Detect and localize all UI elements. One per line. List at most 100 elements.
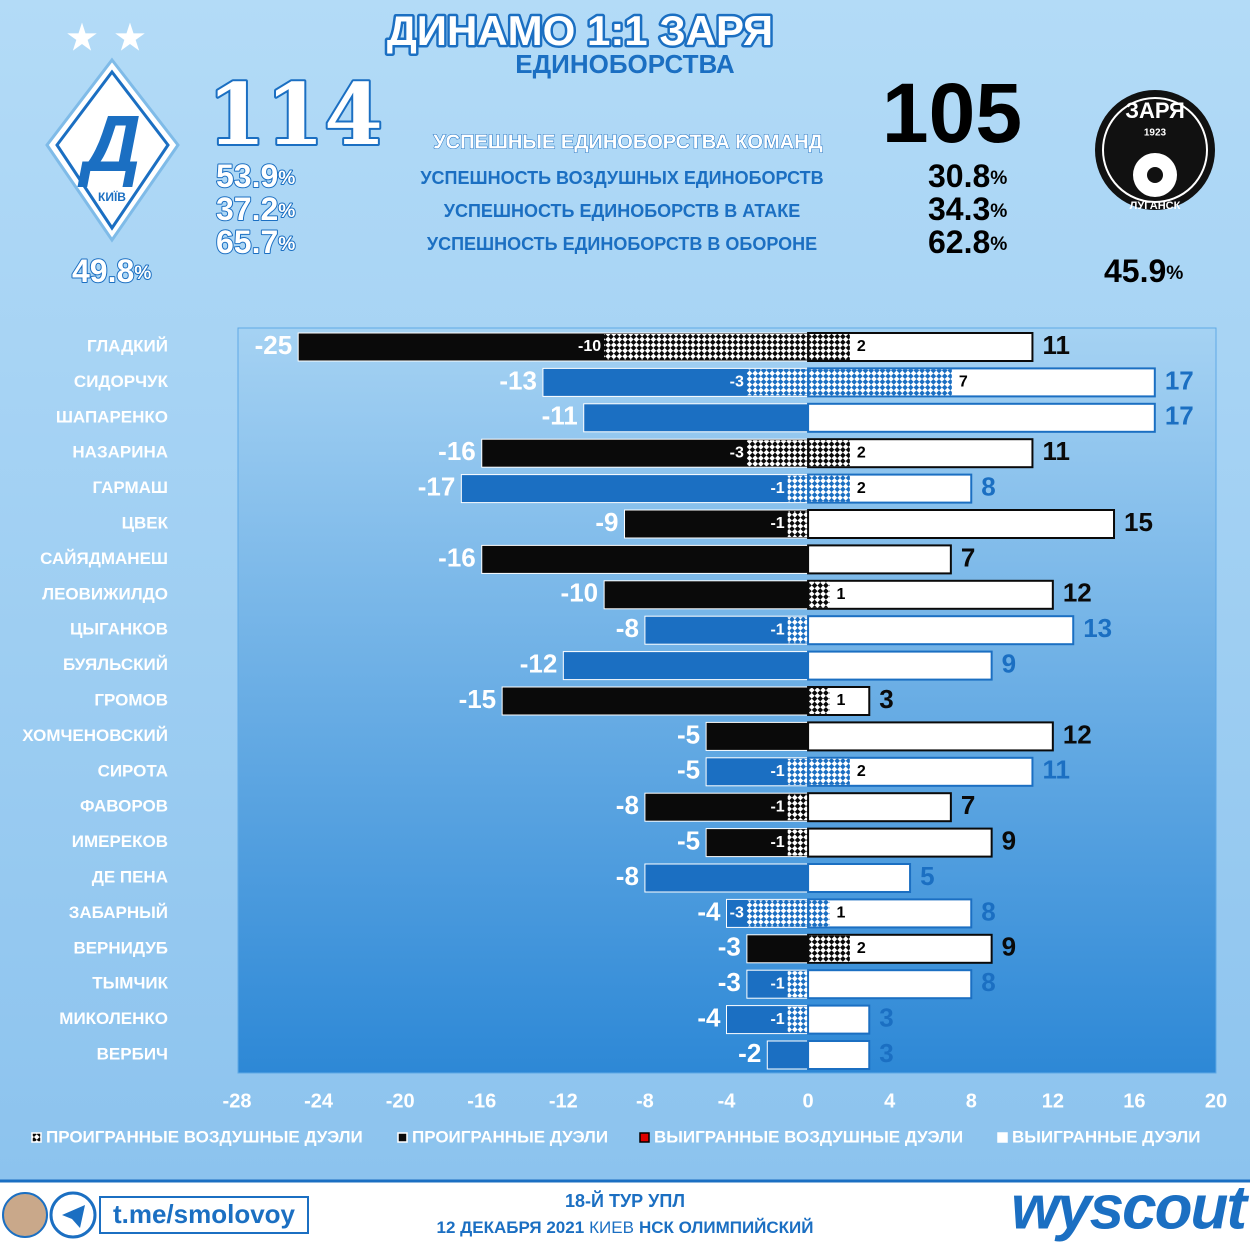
stat-value: 65.7%	[216, 224, 295, 260]
won-bar	[807, 827, 993, 858]
player-name: ГРОМОВ	[94, 690, 168, 709]
percent-sign: %	[278, 234, 295, 255]
won-bar	[807, 792, 952, 823]
lost-aerial-label: -3	[730, 444, 744, 461]
won-aerial-bar	[809, 581, 830, 608]
lost-label: -8	[616, 861, 639, 891]
won-aerial-label: 1	[836, 692, 845, 709]
player-name: СИДОРЧУК	[74, 372, 169, 391]
player-name: ШАПАРЕНКО	[56, 407, 168, 426]
x-tick-label: 8	[966, 1090, 977, 1112]
won-bar	[807, 579, 1054, 610]
lost-bar	[481, 544, 809, 574]
lost-label: -8	[616, 613, 639, 643]
stat-label: УСПЕШНОСТЬ ЕДИНОБОРСТВ В ОБОРОНЕ	[427, 234, 817, 254]
won-aerial-label: 2	[857, 338, 866, 355]
lost-bar	[460, 474, 809, 504]
player-name: ТЫМЧИК	[92, 974, 168, 993]
player-name: ХОМЧЕНОВСКИЙ	[22, 726, 168, 745]
lost-aerial-bar	[746, 900, 809, 927]
value: 53.9	[216, 158, 278, 194]
lost-aerial-bar	[604, 334, 809, 360]
won-label: 11	[1042, 755, 1070, 785]
won-label: 17	[1165, 365, 1194, 395]
lost-label: -8	[616, 790, 639, 820]
player-name: ВЕРБИЧ	[97, 1044, 168, 1063]
won-bar	[807, 509, 1116, 539]
telegram-plane	[62, 1205, 85, 1228]
lost-aerial-label: -1	[770, 834, 784, 851]
player-name: ФАВОРОВ	[80, 797, 168, 816]
lost-bar	[603, 580, 809, 610]
won-label: 13	[1083, 613, 1112, 643]
player-name: ВЕРНИДУБ	[73, 938, 168, 957]
lost-aerial-bar	[787, 511, 809, 537]
stat-label: УСПЕШНЫЕ ЕДИНОБОРСТВА КОМАНД	[433, 131, 823, 153]
won-aerial-bar	[809, 900, 830, 927]
lost-bar	[624, 509, 809, 539]
lost-bar	[746, 934, 809, 964]
lost-bar	[583, 403, 809, 433]
lost-label: -25	[255, 330, 293, 360]
stat-value: 53.9%	[216, 158, 295, 194]
won-label: 11	[1042, 436, 1070, 466]
percent-sign: %	[278, 201, 295, 222]
value: 45.9	[1104, 253, 1166, 289]
player-name: ЛЕОВИЖИЛДО	[42, 584, 168, 603]
player-name: ГАРМАШ	[93, 478, 168, 497]
lost-label: -13	[499, 365, 537, 395]
lost-aerial-label: -10	[578, 338, 601, 355]
lost-label: -5	[677, 825, 700, 855]
lost-aerial-bar	[787, 1006, 809, 1033]
lost-label: -12	[520, 648, 558, 678]
won-aerial-bar	[809, 758, 850, 785]
value: 37.2	[216, 191, 278, 227]
x-tick-label: 20	[1205, 1090, 1227, 1112]
lost-label: -4	[697, 1002, 721, 1032]
lost-label: -5	[677, 755, 700, 785]
lost-aerial-bar	[787, 617, 809, 644]
won-aerial-label: 1	[836, 905, 845, 922]
won-bar	[807, 1004, 871, 1035]
stat-label: УСПЕШНОСТЬ ЕДИНОБОРСТВ В АТАКЕ	[444, 201, 800, 221]
won-label: 3	[879, 1038, 893, 1068]
away-logo	[1095, 90, 1215, 210]
link-box[interactable]	[99, 1196, 309, 1234]
percent-sign: %	[990, 201, 1007, 222]
lost-aerial-label: -3	[730, 905, 744, 922]
lost-bar	[644, 615, 809, 645]
won-label: 7	[961, 542, 975, 572]
lost-label: -11	[542, 401, 578, 431]
value: 62.8	[928, 224, 990, 260]
lost-label: -3	[718, 932, 741, 962]
stat-value: 37.2%	[216, 191, 295, 227]
lost-label: -9	[595, 507, 618, 537]
legend-swatch	[397, 1132, 408, 1143]
lost-label: -15	[459, 684, 497, 714]
lost-aerial-bar	[787, 794, 809, 821]
link: t.me/smolovoy	[113, 1199, 296, 1229]
lost-label: -10	[561, 578, 599, 608]
stat-label: УСПЕШНОСТЬ ВОЗДУШНЫХ ЕДИНОБОРСТВ	[420, 168, 823, 188]
won-aerial-label: 2	[857, 940, 866, 957]
percent-sign: %	[1166, 263, 1183, 284]
lost-aerial-label: -1	[770, 1011, 784, 1028]
won-aerial-bar	[809, 475, 850, 502]
player-name: ЦВЕК	[122, 513, 169, 532]
won-bar	[807, 650, 993, 681]
value: 49.8	[72, 253, 134, 289]
star: ★	[67, 19, 97, 57]
won-label: 12	[1063, 578, 1092, 608]
won-label: 9	[1002, 932, 1016, 962]
logo-text: КИЇВ	[98, 189, 126, 204]
lost-bar	[562, 651, 809, 681]
subtitle: ЕДИНОБОРСТВА	[515, 49, 735, 79]
venue: НСК ОЛИМПИЙСКИЙ	[639, 1218, 814, 1237]
percent-sign: %	[990, 168, 1007, 189]
home-logo: ★ ★ Д	[45, 19, 180, 243]
value: 30.8	[928, 158, 990, 194]
brand: wyscout	[1011, 1173, 1249, 1242]
won-aerial-bar	[809, 369, 952, 396]
player-name: НАЗАРИНА	[72, 443, 168, 462]
